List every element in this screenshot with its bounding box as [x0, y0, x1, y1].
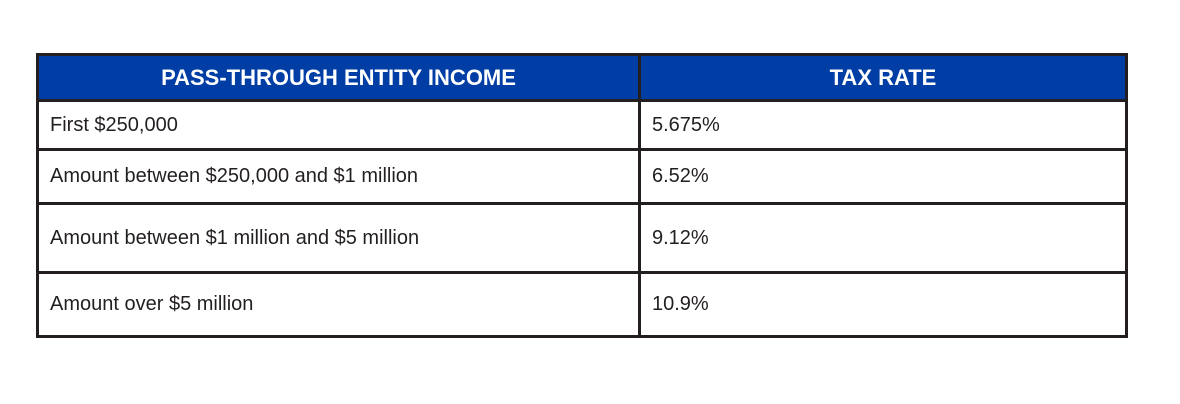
income-cell: First $250,000	[36, 99, 641, 151]
table-row: Amount over $5 million 10.9%	[36, 271, 1128, 338]
rate-cell: 9.12%	[638, 202, 1128, 274]
income-cell: Amount between $1 million and $5 million	[36, 202, 641, 274]
table-row: First $250,000 5.675%	[36, 99, 1128, 151]
tax-rate-table: PASS-THROUGH ENTITY INCOME TAX RATE Firs…	[36, 53, 1128, 338]
table-header-row: PASS-THROUGH ENTITY INCOME TAX RATE	[36, 53, 1128, 102]
header-income: PASS-THROUGH ENTITY INCOME	[36, 53, 641, 102]
rate-cell: 6.52%	[638, 148, 1128, 205]
rate-cell: 10.9%	[638, 271, 1128, 338]
header-tax-rate: TAX RATE	[638, 53, 1128, 102]
table-row: Amount between $1 million and $5 million…	[36, 202, 1128, 274]
table-row: Amount between $250,000 and $1 million 6…	[36, 148, 1128, 205]
rate-cell: 5.675%	[638, 99, 1128, 151]
income-cell: Amount over $5 million	[36, 271, 641, 338]
income-cell: Amount between $250,000 and $1 million	[36, 148, 641, 205]
